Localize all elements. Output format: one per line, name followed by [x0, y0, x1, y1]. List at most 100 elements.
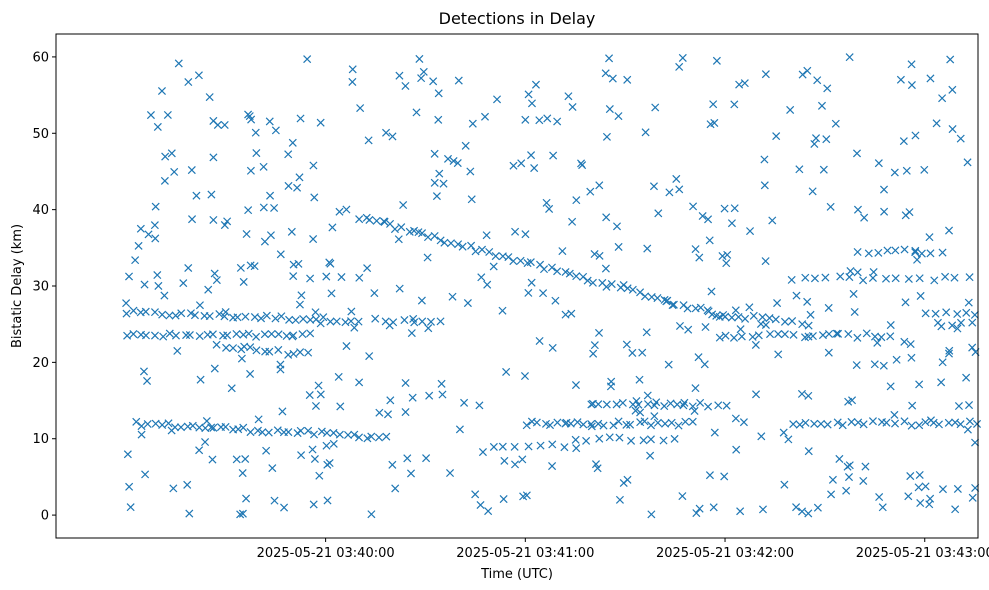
detection-marker — [641, 292, 650, 301]
detection-marker — [609, 421, 618, 430]
detection-marker — [688, 402, 697, 411]
detection-marker — [864, 249, 873, 258]
detection-marker — [434, 115, 443, 124]
detection-marker — [932, 119, 941, 128]
detection-marker — [721, 312, 730, 321]
detection-marker — [159, 332, 168, 341]
detection-marker — [651, 103, 660, 112]
detection-marker — [798, 507, 807, 516]
detection-marker — [926, 494, 935, 503]
detection-marker — [861, 462, 870, 471]
detection-marker — [675, 185, 684, 194]
detection-marker — [434, 89, 443, 98]
detection-marker — [558, 247, 567, 256]
detection-marker — [605, 54, 614, 63]
detection-marker — [751, 340, 760, 349]
detection-marker — [123, 331, 132, 340]
detection-marker — [458, 242, 467, 251]
detection-marker — [327, 289, 336, 298]
detection-marker — [215, 310, 224, 319]
detection-marker — [833, 418, 842, 427]
detection-marker — [289, 349, 298, 358]
detection-marker — [132, 417, 141, 426]
detection-marker — [406, 469, 416, 478]
detection-marker — [140, 280, 149, 289]
detection-marker — [430, 178, 439, 187]
detection-marker — [195, 446, 204, 455]
detection-marker — [646, 421, 656, 430]
detection-marker — [915, 380, 924, 389]
detection-marker — [526, 258, 535, 267]
detection-marker — [883, 246, 892, 255]
detection-marker — [946, 55, 955, 64]
detection-marker — [846, 267, 855, 276]
detection-marker — [823, 420, 832, 429]
detection-marker — [779, 428, 788, 437]
detection-marker — [915, 274, 924, 283]
detection-marker — [842, 486, 851, 495]
detection-marker — [334, 372, 343, 381]
detection-marker — [195, 332, 204, 341]
detection-marker — [510, 442, 519, 451]
detection-marker — [287, 227, 296, 236]
detection-marker — [780, 330, 789, 339]
detection-marker — [787, 275, 796, 284]
detection-marker — [332, 317, 341, 326]
detection-marker — [274, 345, 283, 354]
detection-marker — [681, 417, 690, 426]
x-axis-ticks: 2025-05-21 03:40:00 2025-05-21 03:41:00 20… — [257, 538, 989, 561]
detection-marker — [208, 330, 217, 339]
detection-marker — [167, 426, 176, 435]
detection-marker — [524, 442, 533, 451]
detection-marker — [913, 255, 922, 264]
detection-marker — [382, 432, 391, 441]
detection-marker — [868, 417, 877, 426]
detection-marker — [707, 287, 716, 296]
detection-marker — [916, 498, 925, 508]
detection-marker — [223, 217, 232, 226]
detection-marker — [572, 444, 581, 453]
detection-marker — [185, 330, 194, 340]
detection-marker — [543, 114, 552, 123]
detection-marker — [951, 505, 960, 514]
detection-marker — [295, 173, 304, 182]
detection-marker — [741, 314, 750, 323]
detection-marker — [436, 236, 445, 245]
detection-marker — [650, 412, 659, 421]
detection-marker — [370, 289, 379, 298]
detection-marker — [171, 331, 180, 340]
detection-marker — [531, 80, 540, 89]
detection-marker — [628, 285, 637, 294]
detection-marker — [582, 436, 591, 445]
detection-marker — [252, 332, 261, 341]
detection-marker — [727, 219, 736, 228]
detection-marker — [970, 310, 979, 319]
detection-marker — [141, 307, 150, 316]
detection-marker — [367, 432, 376, 441]
detection-marker — [204, 285, 213, 294]
detection-marker — [295, 300, 304, 309]
detection-marker — [722, 401, 731, 410]
detection-marker — [524, 288, 533, 297]
detection-marker — [853, 333, 862, 342]
detection-marker — [736, 325, 745, 334]
detection-marker — [843, 462, 852, 471]
detection-marker — [260, 330, 269, 339]
detection-marker — [530, 164, 539, 173]
detection-marker — [151, 202, 160, 211]
detection-marker — [264, 428, 273, 437]
detection-marker — [266, 231, 275, 240]
detection-marker — [704, 215, 713, 224]
detection-marker — [572, 272, 581, 281]
detection-marker — [818, 331, 827, 340]
detection-marker — [539, 265, 549, 274]
detection-marker — [689, 202, 698, 211]
detection-marker — [823, 84, 832, 93]
detection-marker — [446, 469, 455, 478]
detection-marker — [223, 331, 232, 340]
detection-marker — [477, 245, 487, 254]
detection-marker — [896, 75, 905, 84]
detection-marker — [638, 348, 647, 357]
detection-marker — [356, 104, 365, 113]
detection-marker — [678, 492, 687, 501]
